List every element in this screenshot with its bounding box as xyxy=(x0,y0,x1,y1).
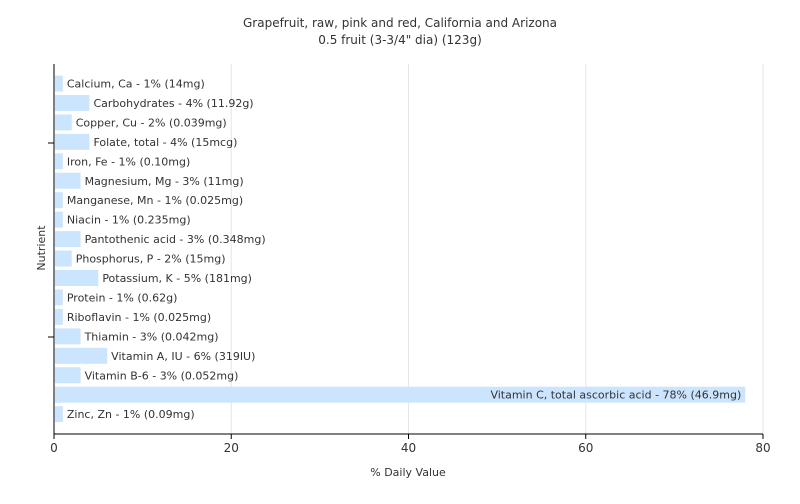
bar-label: Folate, total - 4% (15mcg) xyxy=(93,136,237,149)
bar-label: Thiamin - 3% (0.042mg) xyxy=(84,330,219,343)
bar-label: Vitamin A, IU - 6% (319IU) xyxy=(111,350,255,363)
chart-subtitle: 0.5 fruit (3-3/4" dia) (123g) xyxy=(318,33,482,47)
x-tick-label: 80 xyxy=(755,441,770,455)
bar xyxy=(55,347,108,364)
bar xyxy=(55,367,81,384)
bar-label: Pantothenic acid - 3% (0.348mg) xyxy=(85,233,266,246)
bar-label: Manganese, Mn - 1% (0.025mg) xyxy=(67,194,243,207)
bar-label: Carbohydrates - 4% (11.92g) xyxy=(93,97,253,110)
bar-label: Copper, Cu - 2% (0.039mg) xyxy=(76,116,227,129)
bar xyxy=(55,114,72,131)
bar xyxy=(55,192,63,209)
bar-label: Vitamin C, total ascorbic acid - 78% (46… xyxy=(490,389,741,402)
bars xyxy=(55,75,746,423)
bar xyxy=(55,289,63,306)
bar-label: Zinc, Zn - 1% (0.09mg) xyxy=(67,408,195,421)
x-tick-label: 60 xyxy=(578,441,593,455)
bar xyxy=(55,231,81,248)
bar-label: Vitamin B-6 - 3% (0.052mg) xyxy=(85,369,239,382)
bar xyxy=(55,308,63,325)
bar xyxy=(55,75,63,92)
bar xyxy=(55,386,746,403)
bar xyxy=(55,211,63,228)
grid-lines xyxy=(230,64,764,434)
bar xyxy=(55,406,63,423)
bar-label: Magnesium, Mg - 3% (11mg) xyxy=(85,175,244,188)
bar-label: Calcium, Ca - 1% (14mg) xyxy=(67,78,205,91)
bar xyxy=(55,172,81,189)
bar-label: Niacin - 1% (0.235mg) xyxy=(67,214,191,227)
x-tick-label: 20 xyxy=(224,441,239,455)
bar xyxy=(55,328,81,345)
bar-label: Iron, Fe - 1% (0.10mg) xyxy=(67,155,190,168)
chart-title: Grapefruit, raw, pink and red, Californi… xyxy=(243,16,557,30)
bar-label: Potassium, K - 5% (181mg) xyxy=(102,272,252,285)
x-tick-label: 0 xyxy=(50,441,58,455)
bar xyxy=(55,250,72,267)
bar-label: Phosphorus, P - 2% (15mg) xyxy=(76,253,226,266)
bar-label: Riboflavin - 1% (0.025mg) xyxy=(67,311,211,324)
bar-labels: Calcium, Ca - 1% (14mg) Carbohydrates - 4… xyxy=(67,78,741,422)
bar-label: Protein - 1% (0.62g) xyxy=(67,291,178,304)
axes: 0 20 40 60 80 xyxy=(48,64,771,455)
bar xyxy=(55,153,63,170)
bar xyxy=(55,94,90,111)
y-axis-label: Nutrient xyxy=(35,225,48,271)
x-axis-label: % Daily Value xyxy=(370,466,446,479)
x-tick-label: 40 xyxy=(401,441,416,455)
bar xyxy=(55,133,90,150)
bar xyxy=(55,270,99,286)
